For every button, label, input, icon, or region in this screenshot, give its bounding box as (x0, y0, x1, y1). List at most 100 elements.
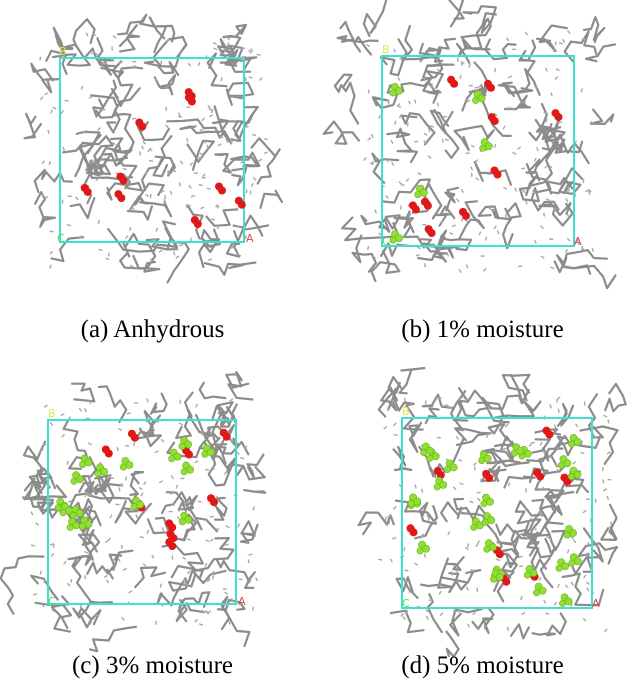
bond-stub (111, 141, 116, 146)
polymer-chain (584, 43, 617, 63)
bond-stub (105, 257, 110, 261)
bond-stub (90, 50, 96, 55)
bond-stub (475, 543, 479, 548)
bond-stub (252, 133, 257, 137)
bond-stub (469, 500, 474, 504)
bond-stub (496, 540, 501, 545)
bond-stub (170, 475, 174, 480)
caption-anhydrous: (a) Anhydrous (80, 316, 225, 343)
bond-stub (400, 183, 405, 186)
bond-stub (160, 189, 165, 194)
polymer-chain (518, 186, 560, 212)
bond-stub (182, 577, 186, 583)
polymer-chain (520, 521, 564, 546)
bond-stub (92, 33, 97, 37)
bond-stub (456, 57, 459, 62)
polymer-chain (582, 527, 604, 573)
bond-stub (393, 120, 397, 125)
bond-stub (98, 248, 103, 252)
bond-stub (532, 527, 537, 531)
red-molecule (484, 79, 495, 92)
bond-stub (80, 85, 84, 90)
polymer-chain (392, 445, 413, 472)
bond-stub (416, 246, 421, 250)
bond-stub (464, 546, 469, 551)
bond-stub (179, 160, 184, 165)
bond-stub (154, 77, 159, 82)
red-molecule (447, 75, 459, 88)
bond-stub (243, 445, 248, 450)
water-molecule (490, 569, 504, 583)
bond-stub (505, 37, 510, 42)
bond-stub (211, 465, 215, 470)
bond-stub (436, 68, 440, 73)
bond-stub (474, 159, 479, 164)
bond-stub (521, 189, 526, 194)
water-molecule (524, 565, 538, 579)
bond-stub (570, 581, 574, 586)
bond-stub (522, 101, 527, 104)
bond-stub (520, 595, 523, 601)
bond-stub (475, 176, 480, 181)
bond-stub (255, 577, 258, 582)
polymer-chain (225, 371, 254, 401)
water-molecule (483, 539, 497, 553)
polymer-chain (480, 465, 501, 483)
polymer-chain (435, 205, 456, 227)
bond-stub (215, 205, 220, 208)
polymer-chain (28, 467, 53, 495)
bond-stub (425, 615, 429, 620)
bond-stub (251, 606, 255, 611)
polymer-chain (371, 152, 400, 184)
polymer-chain (168, 564, 197, 592)
polymer-chain (203, 261, 257, 276)
polymer-chain (71, 382, 96, 403)
axis-label-c: C (382, 235, 390, 248)
bond-stub (158, 249, 163, 253)
polymer-chain (448, 572, 468, 594)
bond-stub (404, 397, 407, 403)
bond-stub (436, 102, 440, 107)
polymer-chain (0, 555, 45, 615)
bond-stub (385, 195, 389, 199)
polymer-chain (126, 205, 153, 221)
bond-stub (263, 151, 269, 154)
polymer-chain (191, 537, 235, 585)
polymer-chain (215, 558, 256, 589)
bond-stub (113, 128, 116, 134)
polymer-chain (394, 499, 437, 525)
polymer-chain (461, 89, 512, 137)
bond-stub (543, 449, 547, 455)
red-molecule (551, 109, 563, 122)
bond-stub (414, 484, 417, 489)
bond-stub (222, 588, 228, 590)
bond-stub (460, 217, 464, 222)
bond-stub (50, 552, 55, 557)
bond-stub (188, 184, 192, 189)
bond-stub (107, 252, 110, 257)
polymer-chain (476, 401, 509, 441)
water-molecule (389, 83, 403, 97)
bond-stub (372, 255, 377, 260)
red-molecules (408, 75, 563, 238)
polymer-chain (440, 501, 463, 523)
bond-stub (183, 502, 188, 505)
bond-stub (208, 258, 213, 261)
polymer-chain (161, 491, 198, 515)
bond-stub (414, 140, 419, 143)
polymer-chain (230, 106, 259, 142)
bond-stub (408, 213, 412, 218)
bond-stub (549, 404, 552, 409)
bond-stub (488, 206, 492, 211)
polymer-chain (106, 173, 143, 201)
polymer-chain (418, 437, 465, 478)
bond-stub (574, 423, 579, 428)
bond-stub (378, 114, 382, 120)
bond-stub (202, 173, 206, 178)
bond-stub (586, 541, 590, 546)
bond-stub (533, 85, 538, 89)
polymer-chain (417, 243, 449, 263)
polymer-chains (322, 0, 617, 290)
polymer-chain (106, 87, 141, 134)
bond-stub (487, 406, 490, 411)
